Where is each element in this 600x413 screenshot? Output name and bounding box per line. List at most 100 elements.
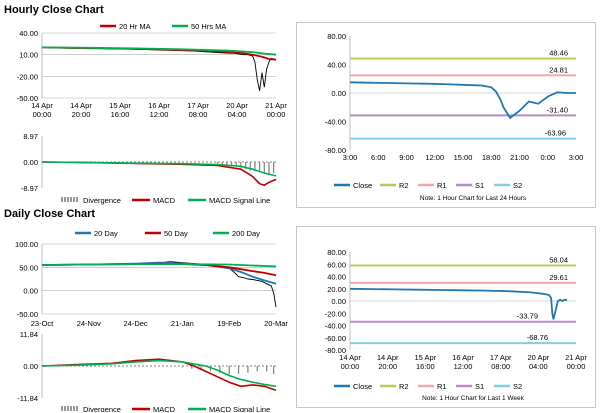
pivot-level-label-r1: 29.61: [549, 273, 568, 282]
legend-label-2: 200 Day: [232, 229, 260, 238]
pivot-level-label-r2: 58.04: [549, 255, 568, 264]
y-tick-label-1: 10.00: [19, 51, 38, 60]
legend-label-0: Close: [353, 181, 372, 190]
legend-label-2: MACD Signal Line: [209, 196, 270, 205]
series-line-macd: [41, 358, 277, 392]
daily-section-title: Daily Close Chart: [4, 208, 96, 220]
x-tick-label-4: 17 Apr 08:00: [490, 353, 512, 371]
legend-label-0: 20 Day: [94, 229, 118, 238]
x-tick-label-0: 14 Apr 00:00: [31, 101, 53, 119]
y-tick-label-3: -50.00: [17, 310, 38, 319]
legend-label-0: Close: [353, 382, 372, 391]
legend-label-1: R2: [399, 382, 409, 391]
x-tick-label-2: 15 Apr 16:00: [414, 353, 436, 371]
close-line: [349, 287, 567, 320]
chart-note: Note: 1 Hour Chart for Last 1 Week: [422, 395, 525, 402]
y-tick-label-6: -40.00: [325, 322, 346, 331]
y-tick-label-5: -20.00: [325, 309, 346, 318]
legend-label-0: Divergence: [83, 196, 121, 205]
x-tick-label-2: 24-Dec: [124, 319, 148, 328]
hourly-macd-chart: 8.97 0.00 -8.97 Divergence MACD MACD Signal L…: [21, 132, 277, 205]
y-tick-label-0: 8.97: [23, 132, 38, 141]
y-tick-label-3: 20.00: [327, 285, 346, 294]
y-tick-label-4: -80.00: [325, 146, 346, 155]
x-tick-label-6: 21 Apr 00:00: [565, 353, 587, 371]
y-tick-label-1: 0.00: [23, 158, 38, 167]
chart-note: Note: 1 Hour Chart for Last 24 Hours: [420, 195, 527, 202]
x-tick-label-3: 21-Jan: [171, 319, 194, 328]
x-tick-label-1: 14 Apr 20:00: [70, 101, 92, 119]
x-tick-label-1: 24-Nov: [77, 319, 101, 328]
x-tick-label-6: 21 Apr 00:00: [265, 101, 287, 119]
legend-label-4: S2: [513, 181, 522, 190]
legend-label-3: S1: [475, 181, 484, 190]
y-tick-label-7: -60.00: [325, 334, 346, 343]
x-tick-label-8: 3:00: [569, 153, 584, 162]
x-tick-label-2: 9:00: [399, 153, 414, 162]
x-tick-label-5: 20-Mar: [264, 319, 288, 328]
x-tick-label-0: 23-Oct: [31, 319, 54, 328]
legend-label-1: 50 Day: [164, 229, 188, 238]
pivot-level-label-r1: 24.81: [549, 65, 568, 74]
legend-label-4: S2: [513, 382, 522, 391]
y-tick-label-2: -8.97: [21, 184, 38, 193]
y-tick-label-1: 0.00: [23, 362, 38, 371]
y-tick-label-2: -20.00: [17, 72, 38, 81]
y-tick-label-0: 40.00: [19, 29, 38, 38]
pivot-level-label-s2: -63.96: [545, 129, 566, 138]
daily-pivot-frame: [296, 226, 596, 408]
series-line-macd-signal-line: [41, 359, 277, 388]
x-tick-label-1: 6:00: [371, 153, 386, 162]
pivot-level-label-r2: 48.46: [549, 48, 568, 57]
y-tick-label-1: 40.00: [327, 61, 346, 70]
x-tick-label-4: 19-Feb: [217, 319, 241, 328]
legend-label-3: S1: [475, 382, 484, 391]
x-tick-label-0: 3:00: [343, 153, 358, 162]
y-tick-label-1: 60.00: [327, 260, 346, 269]
pivot-level-label-s1: -33.79: [517, 312, 538, 321]
x-tick-label-3: 16 Apr 12:00: [452, 353, 474, 371]
legend-label-1: 50 Hrs MA: [191, 22, 226, 31]
close-line: [349, 81, 576, 120]
x-tick-label-5: 18:00: [482, 153, 501, 162]
x-tick-label-6: 21:00: [510, 153, 529, 162]
y-tick-label-2: 0.00: [331, 89, 346, 98]
legend-label-1: MACD: [153, 196, 176, 205]
series-line-macd-signal-line: [41, 161, 277, 177]
legend-label-0: 20 Hr MA: [119, 22, 151, 31]
series-line-price: [41, 46, 277, 91]
daily-macd-chart: 11.84 0.00 -11.84 Divergence MACD MACD Signal…: [17, 330, 277, 412]
x-tick-label-7: 0:00: [540, 153, 555, 162]
x-tick-label-2: 15 Apr 16:00: [109, 101, 131, 119]
pivot-level-label-s2: -68.76: [527, 333, 548, 342]
x-tick-label-5: 20 Apr 04:00: [527, 353, 549, 371]
y-tick-label-0: 80.00: [327, 32, 346, 41]
legend-label-0: Divergence: [83, 405, 121, 412]
y-tick-label-0: 11.84: [20, 330, 38, 339]
x-tick-label-5: 20 Apr 04:00: [226, 101, 248, 119]
x-tick-label-3: 12:00: [425, 153, 444, 162]
y-tick-label-2: 0.00: [23, 287, 38, 296]
x-tick-label-1: 14 Apr 20:00: [377, 353, 399, 371]
y-tick-label-8: -80.00: [325, 346, 346, 355]
pivot-level-label-s1: -31.40: [547, 105, 568, 114]
legend-label-2: MACD Signal Line: [209, 405, 270, 412]
y-tick-label-3: -50.00: [17, 94, 38, 103]
y-tick-label-0: 80.00: [327, 248, 346, 257]
y-tick-label-1: 50.00: [19, 263, 38, 272]
x-tick-label-4: 17 Apr 08:00: [187, 101, 209, 119]
series-line-200-day: [41, 263, 277, 268]
daily-pivot-chart: 80.00 60.00 40.00 20.00 0.00 -20.00 -40.00 -60.…: [325, 248, 588, 402]
y-tick-label-2: -11.84: [17, 394, 38, 403]
y-tick-label-3: -40.00: [325, 118, 346, 127]
y-tick-label-0: 100.00: [15, 240, 38, 249]
y-tick-label-4: 0.00: [331, 297, 346, 306]
hourly-section-title: Hourly Close Chart: [4, 4, 104, 16]
x-tick-label-0: 14 Apr 00:00: [339, 353, 361, 371]
y-tick-label-2: 40.00: [327, 273, 346, 282]
legend-label-1: R2: [399, 181, 409, 190]
x-tick-label-4: 15:00: [454, 153, 473, 162]
